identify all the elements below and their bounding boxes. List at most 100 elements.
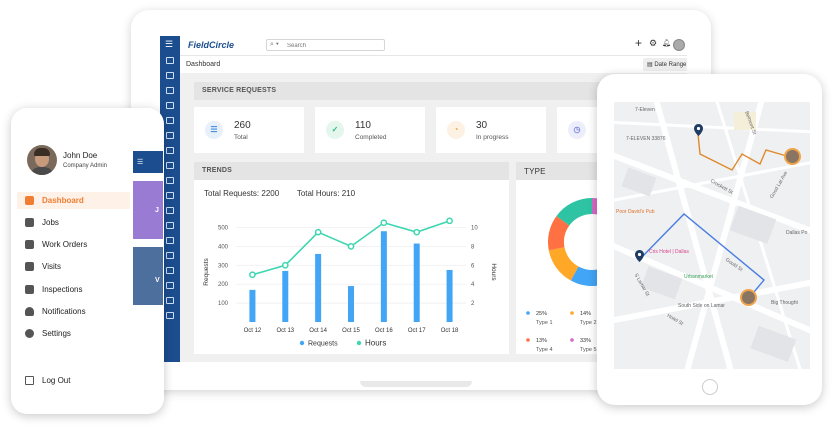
- team-icon[interactable]: [166, 267, 174, 274]
- donut-slice: [548, 247, 579, 281]
- user-avatar[interactable]: [673, 39, 685, 51]
- user-role: Company Admin: [63, 163, 108, 169]
- gear-icon[interactable]: ⚙: [649, 38, 658, 48]
- search-input[interactable]: [287, 41, 377, 50]
- date-range-button[interactable]: ▤ Date Range: [643, 58, 687, 71]
- map-label: 7-ELEVEN 33876: [626, 136, 666, 142]
- table-icon[interactable]: [166, 237, 174, 244]
- calendar-icon[interactable]: [166, 72, 174, 79]
- user-avatar[interactable]: [27, 145, 57, 175]
- user-name: John Doe: [63, 151, 98, 160]
- peek-card: J: [133, 181, 163, 239]
- location-pin-icon[interactable]: [694, 124, 703, 136]
- user-icon[interactable]: [166, 177, 174, 184]
- peek-card-text: J: [155, 207, 159, 214]
- legend-label: Type 5: [580, 347, 597, 353]
- y2-tick-label: 8: [471, 244, 475, 250]
- nav-label: Settings: [42, 329, 71, 338]
- stat-label: Completed: [355, 134, 387, 141]
- service-requests-header: SERVICE REQUESTS: [194, 82, 687, 100]
- stat-icon-circle: ◷: [568, 121, 586, 139]
- nav-item-jobs[interactable]: Jobs: [17, 214, 130, 231]
- stat-card-total[interactable]: ☰ 260 Total: [194, 107, 304, 153]
- check-icon: ✓: [331, 125, 339, 134]
- x-tick-label: Oct 15: [342, 328, 360, 334]
- stat-icon-circle: ✓: [326, 121, 344, 139]
- map-background: [614, 102, 810, 369]
- list-icon[interactable]: [166, 117, 174, 124]
- search-icon[interactable]: [166, 87, 174, 94]
- legend-marker: [570, 311, 574, 315]
- nav-item-notifications[interactable]: Notifications: [17, 303, 130, 320]
- x-tick-label: Oct 16: [375, 328, 393, 334]
- tablet-home-button[interactable]: [702, 379, 718, 395]
- legend-percent: 13%: [536, 338, 547, 344]
- stat-icon-circle: ◔: [447, 121, 465, 139]
- map-view[interactable]: 7-Eleven 7-ELEVEN 33876 Poor David's Pub…: [614, 102, 810, 369]
- bar-requests: [380, 231, 387, 322]
- y-tick-label: 400: [218, 244, 229, 250]
- phone-background-app: ☰ J V: [133, 151, 163, 331]
- search-icon: ⌕ ▾: [270, 41, 279, 48]
- folder-icon[interactable]: [166, 162, 174, 169]
- list-icon: ☰: [210, 125, 218, 134]
- total-hours-value: 210: [341, 189, 356, 198]
- bell-icon: [25, 307, 34, 316]
- clipboard-icon[interactable]: [166, 147, 174, 154]
- map-label: Poor David's Pub: [616, 209, 655, 215]
- chart-icon[interactable]: [166, 132, 174, 139]
- nav-item-work-orders[interactable]: Work Orders: [17, 236, 130, 253]
- total-hours-label: Total Hours:: [296, 189, 340, 198]
- bar-requests: [348, 286, 354, 322]
- location-pin-icon[interactable]: [635, 250, 644, 262]
- legend-percent: 14%: [580, 311, 591, 317]
- dashboard-icon: [25, 196, 34, 205]
- technician-avatar[interactable]: [740, 289, 757, 306]
- trends-panel: Total Requests: 2200 Total Hours: 210 10…: [194, 180, 509, 354]
- legend-label-requests: Requests: [308, 341, 338, 348]
- hamburger-menu-icon[interactable]: ☰: [165, 39, 174, 49]
- nav-label: Visits: [42, 262, 61, 271]
- trends-chart: 100 200 300 400 500 2 4 6 8 10 Requests Hours Oct 12…: [203, 217, 497, 348]
- app-logo[interactable]: FieldCircle: [188, 40, 235, 50]
- legend-marker: [526, 338, 530, 342]
- nav-item-inspections[interactable]: Inspections: [17, 281, 130, 298]
- card-icon[interactable]: [166, 282, 174, 289]
- trends-totals: Total Requests: 2200 Total Hours: 210: [204, 189, 355, 198]
- search-box[interactable]: ⌕ ▾: [266, 39, 385, 51]
- technician-avatar[interactable]: [784, 148, 801, 165]
- nav-item-dashboard[interactable]: Dashboard: [17, 192, 130, 209]
- stat-card-in-progress[interactable]: ◔ 30 In progress: [436, 107, 546, 153]
- y2-tick-label: 4: [471, 282, 475, 288]
- point-hours: [413, 228, 421, 236]
- bell-icon[interactable]: 🔔︎: [662, 40, 671, 47]
- stat-card-completed[interactable]: ✓ 110 Completed: [315, 107, 425, 153]
- y2-axis-label: Hours: [490, 263, 497, 281]
- box-icon[interactable]: [166, 222, 174, 229]
- legend-marker-hours: [356, 340, 362, 346]
- tag-icon[interactable]: [166, 192, 174, 199]
- add-icon[interactable]: +: [635, 36, 643, 50]
- nav-item-visits[interactable]: Visits: [17, 258, 130, 275]
- nav-label: Work Orders: [42, 240, 88, 249]
- globe-icon[interactable]: [166, 252, 174, 259]
- nav-label: Dashboard: [42, 196, 84, 205]
- dashboard-icon[interactable]: [166, 57, 174, 64]
- bar-requests: [413, 243, 420, 322]
- nav-item-settings[interactable]: Settings: [17, 325, 130, 342]
- settings-icon[interactable]: [166, 297, 174, 304]
- legend-percent: 25%: [536, 311, 547, 317]
- sidebar: ☰: [160, 36, 180, 362]
- bar-requests: [249, 289, 256, 322]
- total-requests-value: 2200: [261, 189, 280, 198]
- nav-label: Notifications: [42, 307, 86, 316]
- y-tick-label: 500: [218, 225, 229, 231]
- logout-button[interactable]: Log Out: [17, 372, 130, 389]
- report-icon[interactable]: [166, 312, 174, 319]
- truck-icon[interactable]: [166, 207, 174, 214]
- document-icon[interactable]: [166, 102, 174, 109]
- x-tick-label: Oct 12: [244, 328, 262, 334]
- logout-label: Log Out: [42, 376, 71, 385]
- clipboard-icon: [25, 285, 34, 294]
- trends-header: TRENDS: [194, 162, 509, 180]
